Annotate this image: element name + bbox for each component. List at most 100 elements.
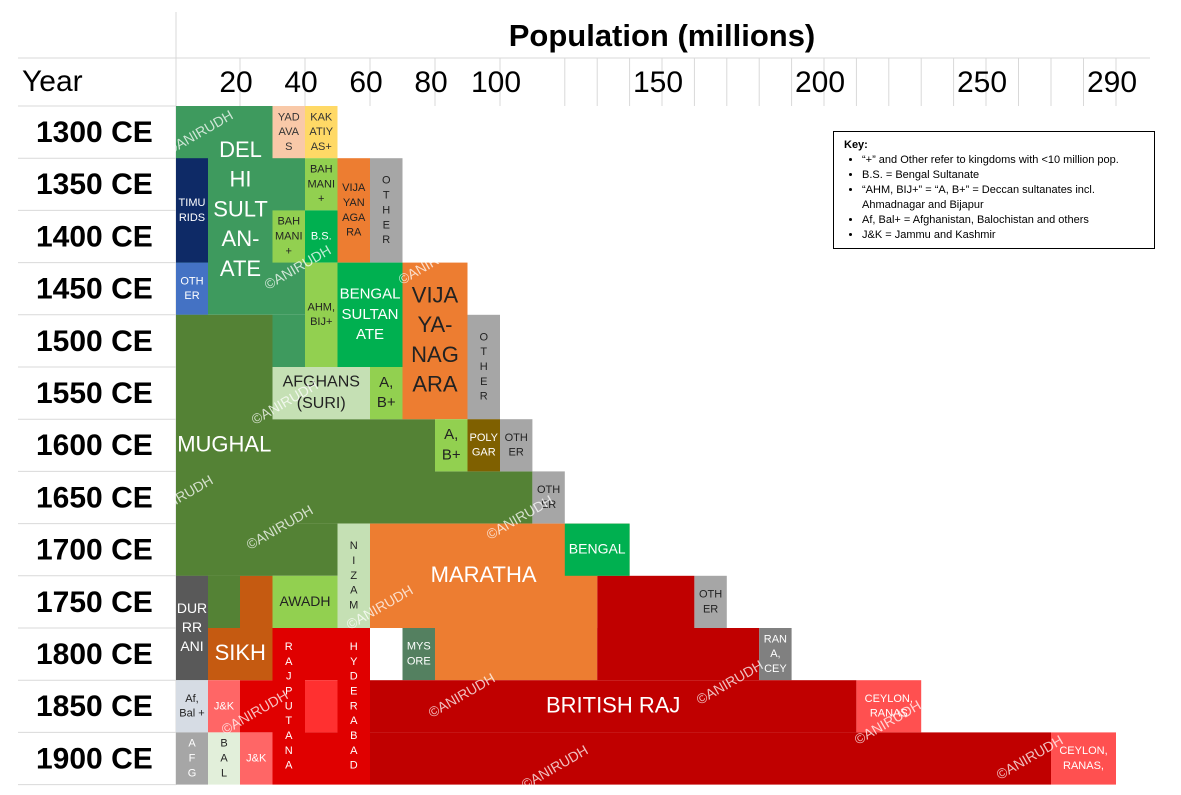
kingdom-block xyxy=(305,210,338,263)
year-label: 1850 CE xyxy=(36,690,153,723)
kingdom-label-line: OTH xyxy=(180,275,203,287)
kingdom-label-line: BENGAL xyxy=(569,540,626,556)
kingdom-label-line: RA xyxy=(346,227,362,239)
kingdom-label: BRITISH RAJ xyxy=(546,692,680,717)
kingdom-label-line: MANI xyxy=(308,178,336,190)
kingdom-label-line: AN- xyxy=(222,226,260,251)
x-tick-label: 80 xyxy=(414,66,447,99)
kingdom-label-line: POLY xyxy=(469,432,498,444)
kingdom-label-line: RAN xyxy=(764,633,787,645)
kingdom-label: DEL HI SULT AN- ATE xyxy=(213,137,268,281)
kingdom-block xyxy=(176,158,208,263)
kingdom-label: POLY GAR xyxy=(469,432,498,459)
kingdom-block xyxy=(176,262,208,315)
kingdom-label: YAD AVA S xyxy=(278,111,300,153)
kingdom-label-line: G xyxy=(188,767,197,779)
kingdom-label: BAH MANI + xyxy=(308,163,336,205)
kingdom-label-line: B+ xyxy=(442,446,461,463)
kingdom-block xyxy=(176,680,208,733)
key-list: “+” and Other refer to kingdoms with <10… xyxy=(844,153,1144,243)
year-label: 1700 CE xyxy=(36,534,153,567)
x-tick-label: 200 xyxy=(795,66,845,99)
kingdom-block xyxy=(305,106,338,159)
kingdom-label-line: O xyxy=(479,331,488,343)
fill-block xyxy=(305,628,338,681)
kingdom-label-line: B xyxy=(220,738,227,750)
kingdom-label-line: RIDS xyxy=(179,212,205,224)
kingdom-label-line: BRITISH RAJ xyxy=(546,692,680,717)
kingdom-label: AFGHANS (SURI) xyxy=(283,374,360,413)
kingdom-block xyxy=(532,471,565,524)
x-tick-label: 20 xyxy=(219,66,252,99)
kingdom-label-line: B xyxy=(350,730,357,742)
kingdom-label-line: BIJ+ xyxy=(310,316,332,328)
kingdom-label-line: D xyxy=(350,760,358,772)
kingdom-label-line: A xyxy=(285,656,293,668)
kingdom-label: A, B+ xyxy=(377,374,396,411)
y-axis-label: Year xyxy=(22,65,83,98)
year-label: 1300 CE xyxy=(36,116,153,149)
fill-block xyxy=(240,575,273,628)
kingdom-label-line: AVA xyxy=(279,126,300,138)
grid-layer xyxy=(18,12,1150,786)
kingdom-label-line: H xyxy=(350,641,358,653)
kingdom-label: KAK ATIY AS+ xyxy=(309,111,333,153)
kingdom-label-line: MYS xyxy=(407,641,431,653)
key-item: Af, Bal+ = Afghanistan, Balochistan and … xyxy=(862,213,1144,228)
x-tick-label: 290 xyxy=(1087,66,1137,99)
kingdom-label-line: AHM, xyxy=(308,301,336,313)
kingdom-label: DUR RR ANI xyxy=(177,600,207,654)
kingdom-label: Af, Bal + xyxy=(179,693,204,720)
kingdom-label-line: AWADH xyxy=(279,593,330,609)
kingdom-label: BENGAL SULTAN ATE xyxy=(340,286,401,344)
kingdom-label-line: A xyxy=(285,730,293,742)
year-label: 1650 CE xyxy=(36,481,153,514)
kingdom-label-line: SULTAN xyxy=(342,306,399,323)
kingdom-label-line: F xyxy=(189,752,196,764)
kingdom-label-line: M xyxy=(349,599,358,611)
fill-block xyxy=(597,628,760,681)
kingdom-label-line: J&K xyxy=(214,700,235,712)
kingdom-label: SIKH xyxy=(215,640,266,665)
fill-block xyxy=(435,628,598,681)
kingdom-label-line: B.S. xyxy=(311,230,332,242)
kingdom-label-line: RANAS, xyxy=(1063,760,1104,772)
kingdom-label-line: A xyxy=(350,745,358,757)
kingdom-label-line: ATE xyxy=(356,326,384,343)
axes: Population (millions) Year 1300 CE 1350 CE 1… xyxy=(22,18,1137,775)
kingdom-label: RAN A, CEY xyxy=(764,633,788,675)
kingdom-label-line: Bal + xyxy=(179,708,204,720)
year-label: 1600 CE xyxy=(36,429,153,462)
fill-block xyxy=(435,471,533,524)
kingdom-label-line: MUGHAL xyxy=(177,431,271,456)
fill-block xyxy=(305,732,338,785)
kingdom-label: OTH ER xyxy=(505,432,528,459)
year-label: 1450 CE xyxy=(36,273,153,306)
kingdom-block xyxy=(208,732,240,785)
kingdom-block xyxy=(305,158,338,211)
kingdom-label: BENGAL xyxy=(569,540,626,556)
kingdom-label: A, B+ xyxy=(442,426,461,463)
kingdom-label-line: ER xyxy=(509,447,524,459)
kingdom-label-line: DEL xyxy=(219,137,262,162)
kingdom-label-line: A xyxy=(220,752,228,764)
kingdom-label: AHM, BIJ+ xyxy=(308,301,336,328)
kingdom-label: MYS ORE xyxy=(407,641,431,668)
fill-block xyxy=(240,680,273,733)
kingdom-label-line: OTH xyxy=(537,484,560,496)
key-item: “+” and Other refer to kingdoms with <10… xyxy=(862,153,1144,168)
kingdom-label-line: DUR xyxy=(177,600,207,616)
kingdom-label-line: CEYLON, xyxy=(1059,745,1107,757)
kingdom-label-line: B+ xyxy=(377,394,396,411)
kingdom-block xyxy=(694,575,727,628)
kingdom-label-line: OTH xyxy=(505,432,528,444)
kingdom-block xyxy=(500,419,533,472)
key-item: B.S. = Bengal Sultanate xyxy=(862,168,1144,183)
kingdom-label: BAH MANI + xyxy=(275,216,303,258)
kingdom-label-line: E xyxy=(383,219,390,231)
